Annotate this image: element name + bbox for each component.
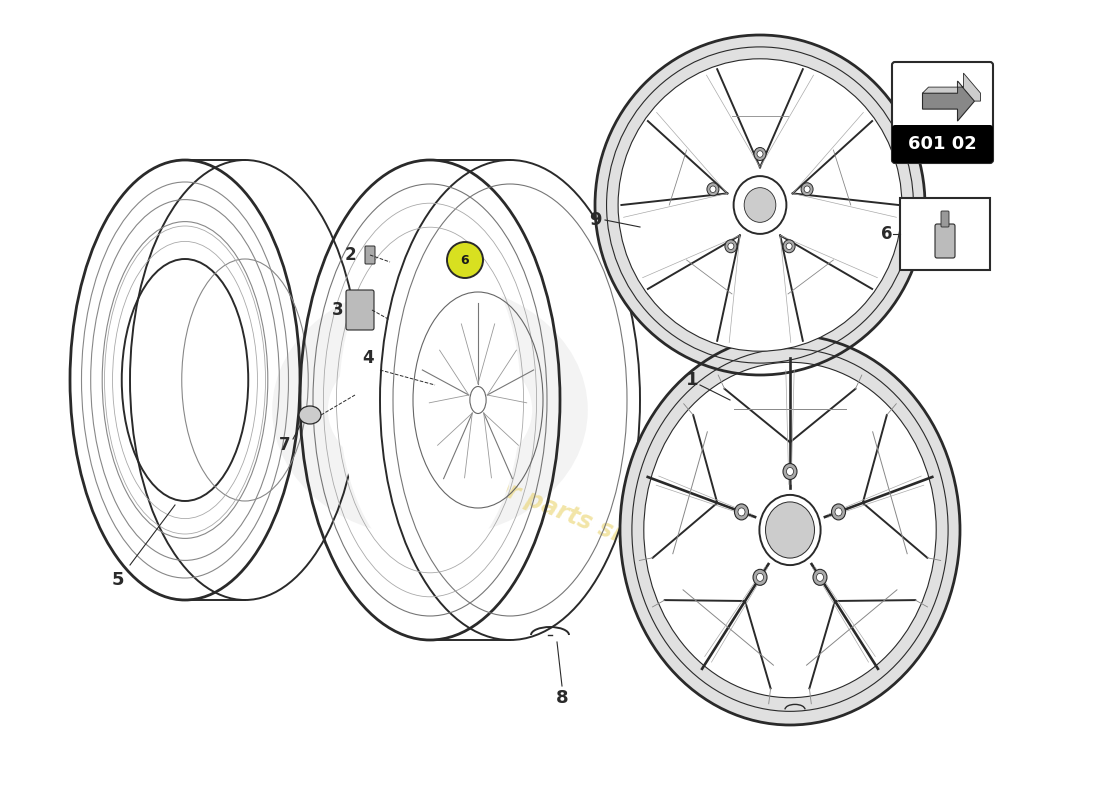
Ellipse shape xyxy=(783,240,795,253)
Ellipse shape xyxy=(766,502,814,558)
Ellipse shape xyxy=(738,508,745,516)
Ellipse shape xyxy=(350,376,510,504)
Polygon shape xyxy=(923,81,975,121)
Ellipse shape xyxy=(804,186,810,193)
Ellipse shape xyxy=(350,266,510,394)
Text: 8: 8 xyxy=(556,689,569,707)
Polygon shape xyxy=(350,300,510,480)
Bar xyxy=(895,128,990,160)
Ellipse shape xyxy=(786,467,793,475)
FancyBboxPatch shape xyxy=(935,224,955,258)
Ellipse shape xyxy=(339,232,521,568)
Text: 601 02: 601 02 xyxy=(909,135,977,153)
Text: 6: 6 xyxy=(461,254,470,266)
Ellipse shape xyxy=(745,188,776,222)
Ellipse shape xyxy=(832,504,846,520)
Ellipse shape xyxy=(783,463,798,479)
Ellipse shape xyxy=(754,147,766,161)
Ellipse shape xyxy=(813,570,827,586)
Ellipse shape xyxy=(644,362,936,698)
Ellipse shape xyxy=(734,176,786,234)
Ellipse shape xyxy=(710,186,716,193)
Ellipse shape xyxy=(759,495,821,565)
Text: 4: 4 xyxy=(362,349,374,367)
Text: 3: 3 xyxy=(332,301,344,319)
Ellipse shape xyxy=(620,335,960,725)
Ellipse shape xyxy=(618,58,902,351)
FancyBboxPatch shape xyxy=(892,125,993,163)
Ellipse shape xyxy=(835,508,842,516)
Text: 9: 9 xyxy=(588,211,602,229)
Bar xyxy=(900,198,990,270)
FancyBboxPatch shape xyxy=(365,246,375,264)
Ellipse shape xyxy=(786,243,792,250)
FancyBboxPatch shape xyxy=(892,62,993,163)
FancyBboxPatch shape xyxy=(346,290,374,330)
Ellipse shape xyxy=(757,574,763,582)
Text: a passion for parts since 1985: a passion for parts since 1985 xyxy=(354,418,736,591)
Ellipse shape xyxy=(595,35,925,375)
Ellipse shape xyxy=(299,406,321,424)
Ellipse shape xyxy=(707,182,719,196)
Ellipse shape xyxy=(754,570,767,586)
Ellipse shape xyxy=(816,574,824,582)
Text: 1: 1 xyxy=(685,371,698,389)
Ellipse shape xyxy=(757,150,763,158)
Text: 5: 5 xyxy=(112,571,124,589)
Ellipse shape xyxy=(123,261,246,499)
Ellipse shape xyxy=(728,243,734,250)
Ellipse shape xyxy=(801,182,813,196)
Circle shape xyxy=(447,242,483,278)
Polygon shape xyxy=(923,73,980,101)
Ellipse shape xyxy=(470,386,486,414)
FancyBboxPatch shape xyxy=(940,211,949,227)
Text: 6: 6 xyxy=(881,225,893,243)
Ellipse shape xyxy=(735,504,748,520)
Text: 2: 2 xyxy=(344,246,355,264)
Text: 7: 7 xyxy=(279,436,290,454)
Ellipse shape xyxy=(725,240,737,253)
